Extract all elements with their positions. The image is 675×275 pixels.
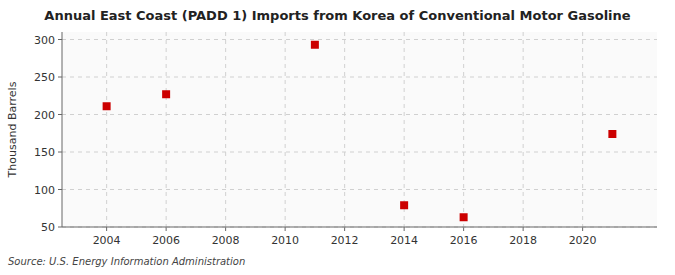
point <box>460 213 468 221</box>
x-grid-line <box>225 32 226 227</box>
chart-svg: 2004 2006 2008 2010 2012 2014 2016 2018 2020 50 10… <box>0 0 675 275</box>
x-tick <box>166 227 167 231</box>
point <box>103 102 111 110</box>
x-grid-line <box>106 32 107 227</box>
y-tick <box>58 227 62 228</box>
points <box>103 41 617 222</box>
y-grid-line <box>62 39 657 40</box>
x-grid-line <box>166 32 167 227</box>
x-tick-label: 2020 <box>569 234 597 247</box>
y-grid-line <box>62 227 657 228</box>
x-grid-line <box>463 32 464 227</box>
x-tick <box>225 227 226 231</box>
x-tick-label: 2012 <box>331 234 359 247</box>
y-tick <box>58 77 62 78</box>
y-axis-label: Thousand Barrels <box>6 81 19 178</box>
chart-container: 2004 2006 2008 2010 2012 2014 2016 2018 2020 50 10… <box>0 0 675 275</box>
y-axis-line <box>62 32 63 227</box>
y-grid-line <box>62 152 657 153</box>
x-tick-label: 2018 <box>509 234 537 247</box>
x-grid-line <box>523 32 524 227</box>
y-tick-label: 150 <box>34 146 55 159</box>
plot-background <box>62 32 657 227</box>
y-tick <box>58 114 62 115</box>
x-tick-label: 2010 <box>271 234 299 247</box>
y-tick-label: 300 <box>34 34 55 47</box>
y-tick-label: 250 <box>34 71 55 84</box>
y-tick-label: 200 <box>34 109 55 122</box>
axes: 2004 2006 2008 2010 2012 2014 2016 2018 2020 50 10… <box>34 32 657 247</box>
point <box>162 90 170 98</box>
x-tick <box>404 227 405 231</box>
y-grid-line <box>62 189 657 190</box>
y-tick <box>58 39 62 40</box>
x-tick-label: 2016 <box>450 234 478 247</box>
x-grid-line <box>404 32 405 227</box>
point <box>608 130 616 138</box>
y-tick <box>58 189 62 190</box>
y-grid-line <box>62 114 657 115</box>
y-grid-line <box>62 77 657 78</box>
point <box>311 41 319 49</box>
point <box>400 201 408 209</box>
x-grid-line <box>582 32 583 227</box>
y-tick <box>58 152 62 153</box>
x-tick <box>106 227 107 231</box>
x-tick-label: 2014 <box>390 234 418 247</box>
x-tick <box>582 227 583 231</box>
x-tick <box>285 227 286 231</box>
x-tick <box>463 227 464 231</box>
x-axis-line <box>62 227 657 228</box>
chart-title: Annual East Coast (PADD 1) Imports from … <box>44 8 630 23</box>
x-tick <box>523 227 524 231</box>
y-tick-label: 50 <box>41 221 55 234</box>
x-tick-label: 2006 <box>152 234 180 247</box>
x-grid-line <box>285 32 286 227</box>
y-tick-label: 100 <box>34 184 55 197</box>
source-annotation: Source: U.S. Energy Information Administ… <box>8 256 245 267</box>
x-grid-line <box>344 32 345 227</box>
x-tick <box>344 227 345 231</box>
x-tick-label: 2004 <box>93 234 121 247</box>
x-tick-label: 2008 <box>212 234 240 247</box>
